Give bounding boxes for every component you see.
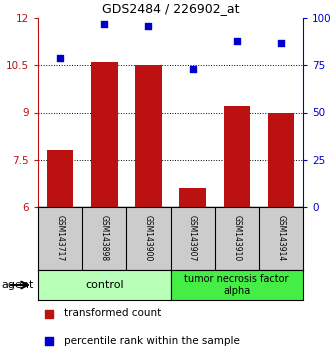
Text: GSM143914: GSM143914: [276, 215, 285, 262]
Text: GSM143900: GSM143900: [144, 215, 153, 262]
Title: GDS2484 / 226902_at: GDS2484 / 226902_at: [102, 2, 239, 16]
Bar: [179, 188, 206, 207]
Point: [234, 38, 239, 44]
Point: [102, 21, 107, 27]
Bar: [135, 65, 162, 207]
Point: [46, 311, 51, 316]
Bar: [223, 106, 250, 207]
Text: agent: agent: [2, 280, 34, 290]
Point: [190, 66, 195, 72]
Text: transformed count: transformed count: [65, 308, 162, 319]
Text: tumor necrosis factor
alpha: tumor necrosis factor alpha: [184, 274, 289, 296]
Text: GSM143898: GSM143898: [100, 216, 109, 262]
Point: [146, 23, 151, 28]
Point: [58, 55, 63, 61]
Bar: [47, 150, 73, 207]
Bar: [268, 113, 294, 207]
Text: GSM143907: GSM143907: [188, 215, 197, 262]
Text: control: control: [85, 280, 123, 290]
Bar: [91, 62, 118, 207]
Point: [278, 40, 284, 45]
Text: percentile rank within the sample: percentile rank within the sample: [65, 336, 240, 346]
Text: GSM143910: GSM143910: [232, 215, 241, 262]
Point: [46, 338, 51, 343]
Text: GSM143717: GSM143717: [56, 215, 65, 262]
